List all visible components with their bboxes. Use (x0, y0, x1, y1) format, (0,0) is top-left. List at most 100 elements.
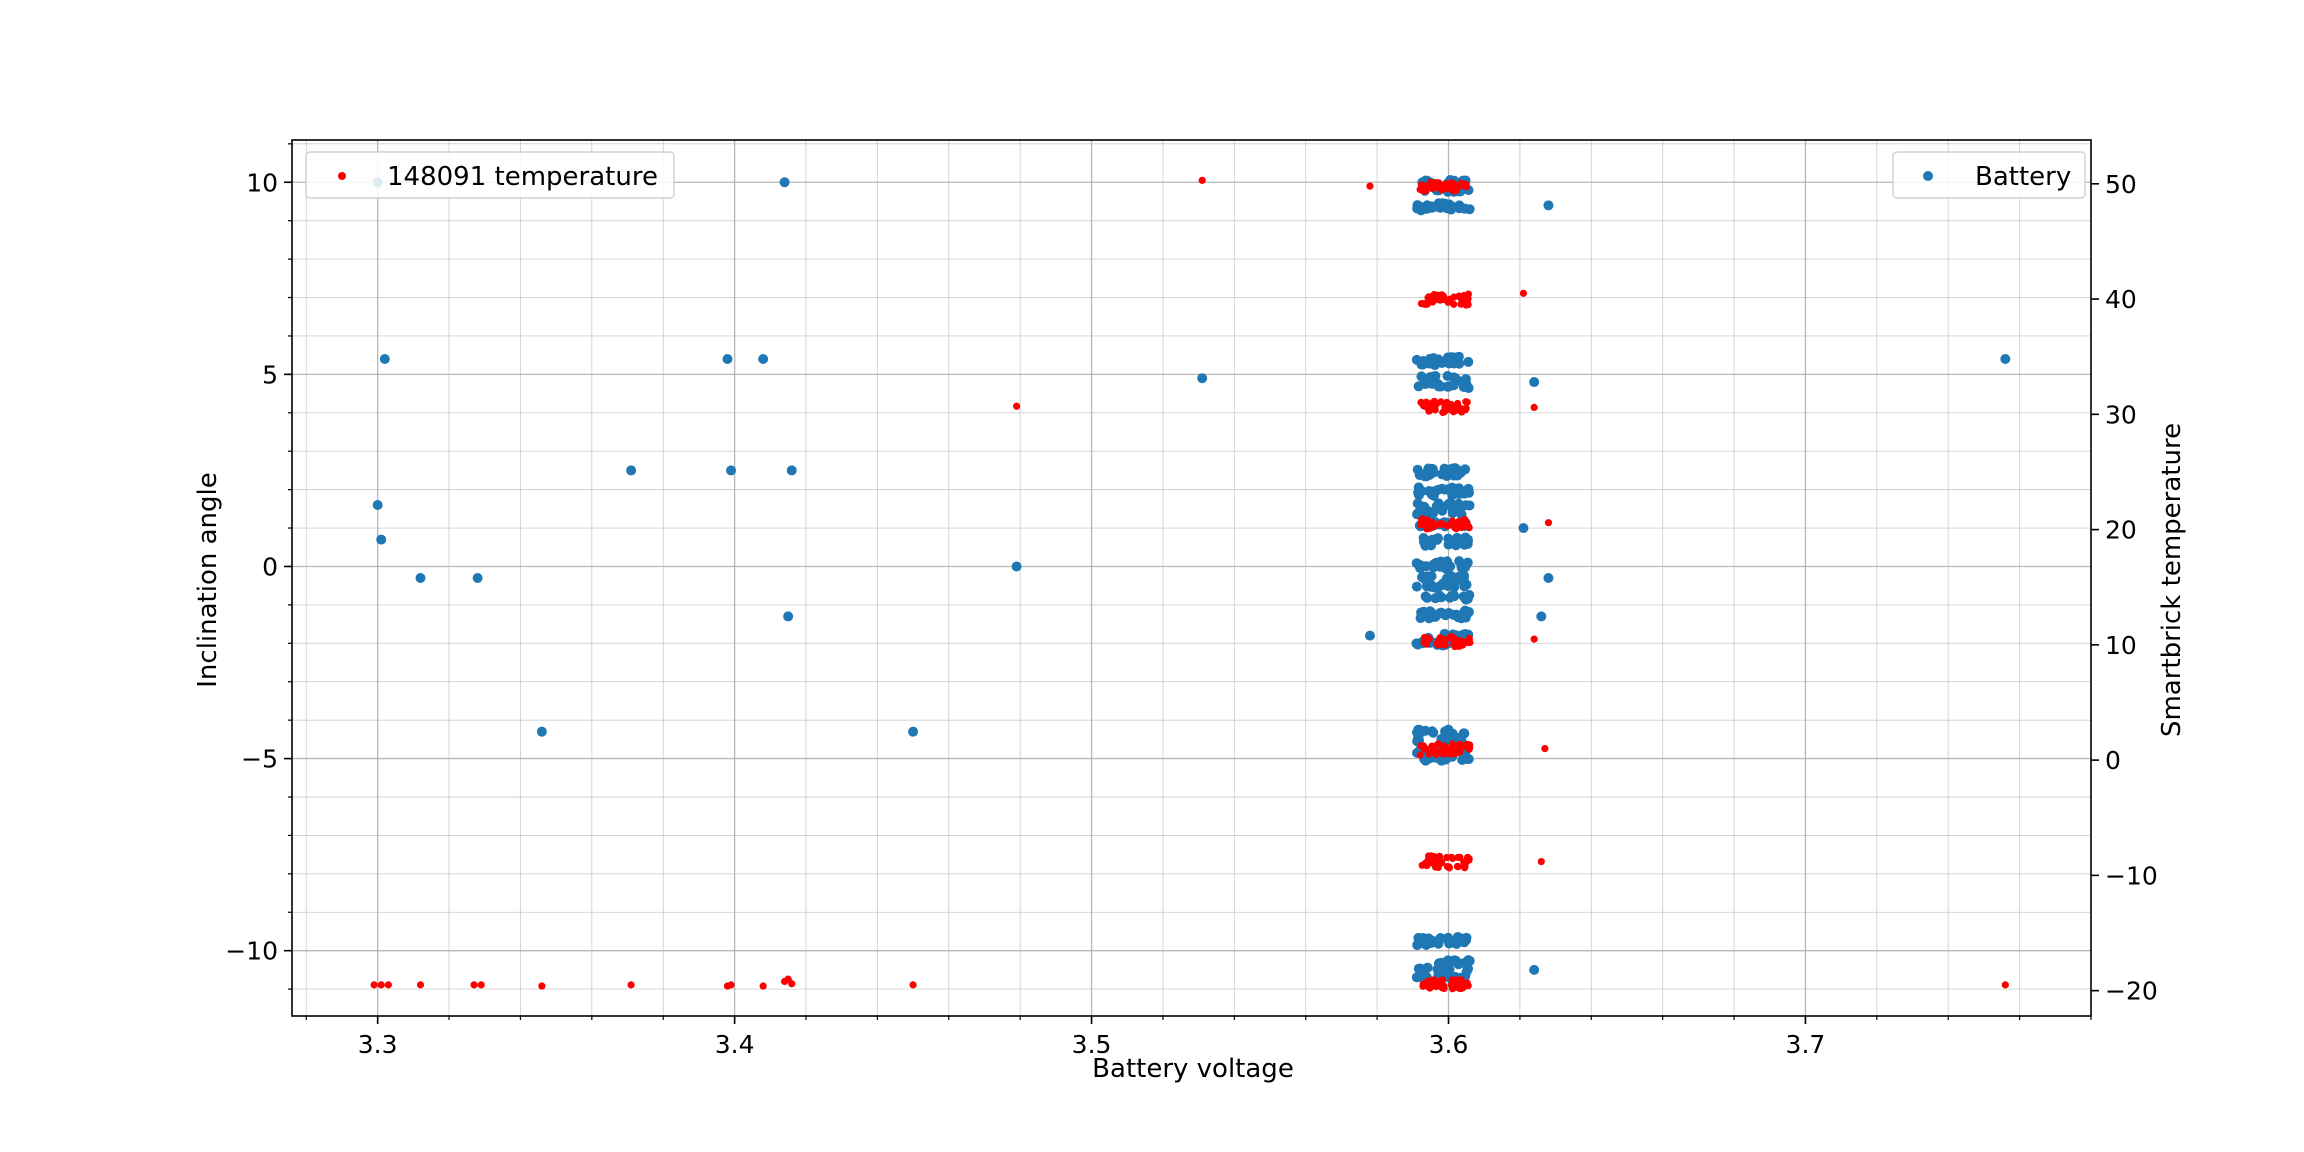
battery-point (1412, 639, 1423, 650)
temperature-point (1453, 749, 1461, 757)
battery-point (758, 354, 769, 364)
battery-point (1427, 378, 1438, 389)
battery-point (1452, 470, 1463, 481)
y-left-axis-label: Inclination angle (193, 472, 223, 688)
legend-battery-marker (1923, 171, 1933, 181)
y-right-tick-label: 10 (2105, 631, 2137, 660)
battery-point (1428, 490, 1439, 501)
temperature-point (1431, 863, 1440, 871)
temperature-point (1431, 406, 1439, 414)
legend-temperature-marker (338, 172, 346, 180)
battery-point (1543, 573, 1554, 583)
battery-point (376, 534, 387, 545)
temperature-point (1417, 299, 1425, 308)
temperature-point (370, 981, 378, 989)
battery-point (1429, 360, 1440, 371)
temperature-point (1466, 743, 1474, 752)
battery-point (779, 177, 790, 188)
battery-point (1423, 936, 1434, 947)
battery-point (1462, 538, 1473, 549)
battery-point (1420, 725, 1431, 736)
temperature-point (1451, 524, 1459, 532)
battery-point (1415, 613, 1426, 624)
battery-point (1422, 592, 1433, 603)
battery-point (1446, 937, 1457, 948)
battery-point (536, 726, 547, 737)
temperature-point (1425, 750, 1433, 758)
battery-point (1536, 611, 1547, 622)
battery-point (1437, 505, 1448, 516)
battery-point (1011, 561, 1022, 572)
temperature-point (384, 981, 392, 989)
x-axis-label: Battery voltage (1092, 1054, 1294, 1084)
battery-point (1459, 937, 1470, 948)
battery-point (379, 354, 390, 364)
temperature-point (1519, 289, 1528, 297)
temperature-point (1441, 641, 1449, 649)
x-tick-label: 3.3 (358, 1030, 398, 1059)
battery-point (722, 354, 733, 364)
temperature-point (1454, 853, 1462, 862)
battery-point (1197, 373, 1208, 384)
temperature-point (470, 981, 478, 989)
battery-point (1441, 563, 1452, 574)
battery-point (1443, 539, 1454, 550)
y-right-axis-label: Smartbrick temperature (2157, 423, 2187, 737)
y-left-tick-label: 5 (262, 360, 278, 389)
temperature-point (1447, 853, 1456, 861)
battery-point (1422, 538, 1433, 549)
temperature-point (1433, 639, 1441, 648)
temperature-point (2001, 981, 2009, 989)
battery-point (1428, 582, 1439, 593)
temperature-point (1465, 522, 1473, 531)
battery-series (372, 174, 2011, 985)
plot-frame (291, 139, 2092, 1017)
battery-point (472, 573, 483, 583)
y-right-tick-label: −10 (2105, 861, 2158, 890)
battery-point (1529, 964, 1540, 975)
legend-battery-label: Battery (1975, 162, 2071, 192)
y-left-tick-label: −10 (225, 937, 278, 966)
battery-point (786, 465, 797, 476)
temperature-point (1198, 176, 1206, 184)
temperature-point (909, 981, 917, 989)
temperature-point (759, 982, 767, 990)
battery-point (1424, 613, 1435, 624)
y-right-tick-label: 30 (2105, 400, 2137, 429)
temperature-point (1428, 184, 1436, 193)
x-tick-label: 3.7 (1786, 1030, 1826, 1059)
battery-point (1442, 725, 1453, 736)
battery-point (1444, 381, 1455, 392)
temperature-point (1443, 522, 1451, 530)
y-right-tick-label: 0 (2105, 746, 2121, 775)
temperature-point (788, 980, 796, 988)
temperature-point (1444, 298, 1452, 306)
battery-point (783, 611, 794, 622)
battery-point (1417, 359, 1428, 370)
battery-point (1455, 506, 1466, 517)
y-right-tick-label: 50 (2105, 170, 2137, 199)
battery-point (1421, 561, 1432, 572)
temperature-point (1366, 182, 1374, 190)
temperature-point (1417, 521, 1425, 529)
temperature-point (1530, 635, 1538, 643)
temperature-point (1432, 982, 1440, 991)
battery-point (1412, 508, 1423, 519)
temperature-point (1439, 408, 1447, 417)
battery-point (1463, 356, 1474, 367)
battery-point (1529, 377, 1540, 388)
temperature-point (1012, 402, 1021, 410)
temperature-point (1436, 295, 1444, 303)
legend-battery: Battery (1892, 151, 2086, 199)
y-right-tick-label: 20 (2105, 516, 2137, 545)
battery-point (1428, 508, 1439, 519)
temperature-point (1457, 300, 1465, 308)
temperature-point (1463, 299, 1472, 307)
legend-temperature: 148091 temperature (305, 151, 675, 199)
x-tick-label: 3.5 (1072, 1030, 1112, 1059)
battery-point (1433, 938, 1444, 949)
battery-point (1457, 754, 1468, 765)
y-right-tick-label: −20 (2105, 977, 2158, 1006)
temperature-point (1457, 407, 1466, 415)
